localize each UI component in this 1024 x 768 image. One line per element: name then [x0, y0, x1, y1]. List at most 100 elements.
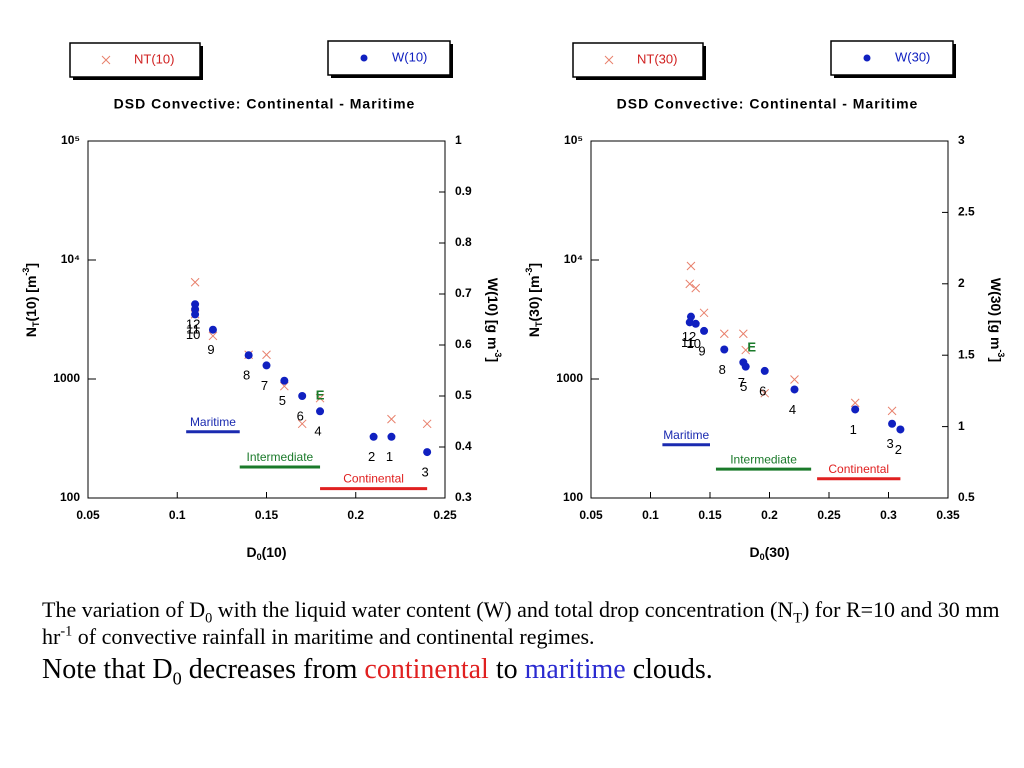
label-part: 0 [257, 552, 262, 562]
w-point [298, 392, 307, 400]
legend-marker [360, 54, 368, 62]
point-label: 9 [207, 342, 214, 357]
point-label: 6 [297, 408, 304, 423]
x-tick-label: 0.15 [698, 508, 722, 522]
x-axis-label: D0(30) [749, 544, 789, 563]
label-part: -3 [21, 268, 31, 276]
x-tick-label: 0.3 [880, 508, 897, 522]
charts: NT(10) W(10)DSD Convective: Continental -… [21, 40, 1006, 563]
caption-part: ) for R=10 and 30 mm hr [42, 597, 1000, 649]
y2-axis-label: W(10) [g m-3] [485, 278, 502, 362]
point-label: 3 [422, 465, 429, 480]
y-tick-label: 10⁵ [564, 133, 583, 147]
point-label: 8 [243, 368, 250, 383]
w-point [739, 358, 748, 367]
regime-label: Maritime [190, 415, 236, 429]
label-part: (10) [m [23, 276, 39, 322]
nt-point [887, 406, 897, 416]
point-label: 11 [681, 335, 695, 350]
nt-point [719, 329, 729, 339]
nt-point [691, 283, 701, 293]
nt-point [297, 419, 307, 429]
legend-box [572, 42, 704, 78]
regime-label: Continental [828, 462, 889, 476]
y2-tick-label: 2 [958, 276, 965, 290]
regime-label: Intermediate [730, 452, 797, 466]
y-tick-label: 1000 [556, 371, 583, 385]
x-tick-label: 0.35 [936, 508, 960, 522]
caption-part: to [488, 654, 525, 685]
caption-part: 0 [205, 610, 213, 627]
annotation: E [747, 339, 756, 354]
y2-tick-label: 0.5 [958, 490, 975, 504]
y2-tick-label: 0.8 [455, 235, 472, 249]
caption-part: T [793, 610, 802, 627]
caption-part: continental [364, 654, 489, 685]
caption-part: with the liquid water content (W) and to… [212, 597, 794, 622]
w-point [244, 351, 253, 360]
w-point [208, 325, 217, 334]
label-part: W(10) [g m [485, 278, 501, 350]
y2-tick-label: 1.5 [958, 347, 975, 361]
caption-part: -1 [60, 623, 73, 640]
legend-label: W(10) [392, 49, 427, 64]
point-label: 7 [738, 375, 745, 390]
y2-tick-label: 0.9 [455, 184, 472, 198]
point-label: 3 [886, 436, 893, 451]
y-tick-label: 10⁴ [61, 252, 80, 266]
x-tick-label: 0.25 [433, 508, 457, 522]
regime-label: Intermediate [247, 450, 314, 464]
nt-point [190, 277, 200, 287]
nt-point [262, 350, 271, 360]
w-point [686, 312, 695, 321]
point-label: 7 [261, 378, 268, 393]
caption-part: The variation of D [42, 597, 206, 622]
y-axis-label: NT(30) [m-3] [524, 263, 544, 337]
w-point [191, 300, 200, 309]
y2-axis-label: W(30) [g m-3] [988, 278, 1005, 362]
label-part: W(30) [g m [988, 278, 1004, 350]
w-point [262, 361, 271, 370]
w-point [760, 366, 769, 375]
caption-note: Note that D0 decreases from continental … [42, 652, 1002, 688]
chart-title: DSD Convective: Continental - Maritime [617, 96, 919, 112]
point-label: 1 [850, 422, 857, 437]
nt-point [760, 388, 770, 398]
nt-point [208, 331, 218, 341]
nt-point [686, 261, 696, 271]
label-part: ] [23, 263, 39, 268]
annotation: E [316, 387, 325, 402]
y2-tick-label: 2.5 [958, 205, 975, 219]
x-axis-label: D0(10) [246, 544, 286, 563]
caption-part: 0 [172, 668, 182, 689]
point-label: 10 [186, 327, 200, 342]
caption-part: of convective rainfall in maritime and c… [72, 624, 595, 649]
label-part: N [526, 327, 542, 337]
w-point [316, 407, 325, 416]
y2-tick-label: 0.3 [455, 490, 472, 504]
label-part: T [31, 321, 41, 327]
label-part: -3 [493, 349, 503, 357]
x-tick-label: 0.05 [579, 508, 603, 522]
nt-point [790, 375, 799, 384]
w-point [700, 326, 709, 335]
nt-point [685, 279, 695, 289]
legend-marker [101, 55, 111, 65]
y2-tick-label: 3 [958, 133, 965, 147]
w-point [851, 405, 860, 414]
x-tick-label: 0.15 [255, 508, 279, 522]
label-part: -3 [524, 268, 534, 276]
caption-part: maritime [524, 654, 626, 685]
y2-tick-label: 0.4 [455, 439, 472, 453]
regime-label: Maritime [663, 428, 709, 442]
x-tick-label: 0.1 [642, 508, 659, 522]
legend-marker [604, 55, 614, 65]
point-label: 10 [686, 336, 700, 351]
point-label: 8 [719, 362, 726, 377]
y2-tick-label: 0.7 [455, 286, 472, 300]
label-part: (30) [765, 544, 790, 560]
chart-title: DSD Convective: Continental - Maritime [114, 96, 416, 112]
nt-point [850, 398, 860, 408]
point-label: 12 [186, 317, 200, 332]
